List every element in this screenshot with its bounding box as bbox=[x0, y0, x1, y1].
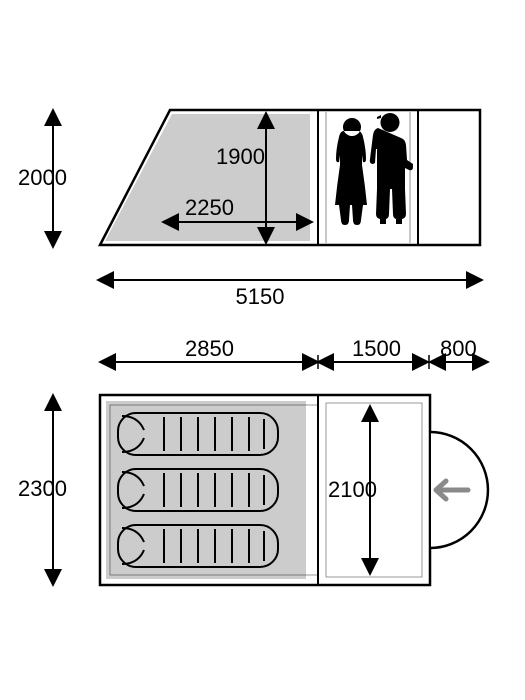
dim-side-total-width-label: 5150 bbox=[236, 284, 285, 309]
top-view bbox=[100, 395, 488, 585]
dim-top-sleep-depth-label: 2850 bbox=[185, 336, 234, 361]
dim-side-sleep-width-label: 2250 bbox=[185, 195, 234, 220]
dim-top-outer-width-label: 2300 bbox=[18, 476, 67, 501]
dim-top-interior-width-label: 2100 bbox=[328, 477, 377, 502]
dim-top-living-depth-label: 1500 bbox=[352, 336, 401, 361]
tent-dimension-diagram: 2000 1900 2250 5150 bbox=[0, 0, 525, 700]
dim-side-height-label: 2000 bbox=[18, 165, 67, 190]
dim-top-porch-depth-label: 800 bbox=[440, 336, 477, 361]
dim-side-interior-height-label: 1900 bbox=[216, 144, 265, 169]
top-sleeping-area bbox=[106, 401, 306, 579]
side-view bbox=[100, 110, 480, 245]
